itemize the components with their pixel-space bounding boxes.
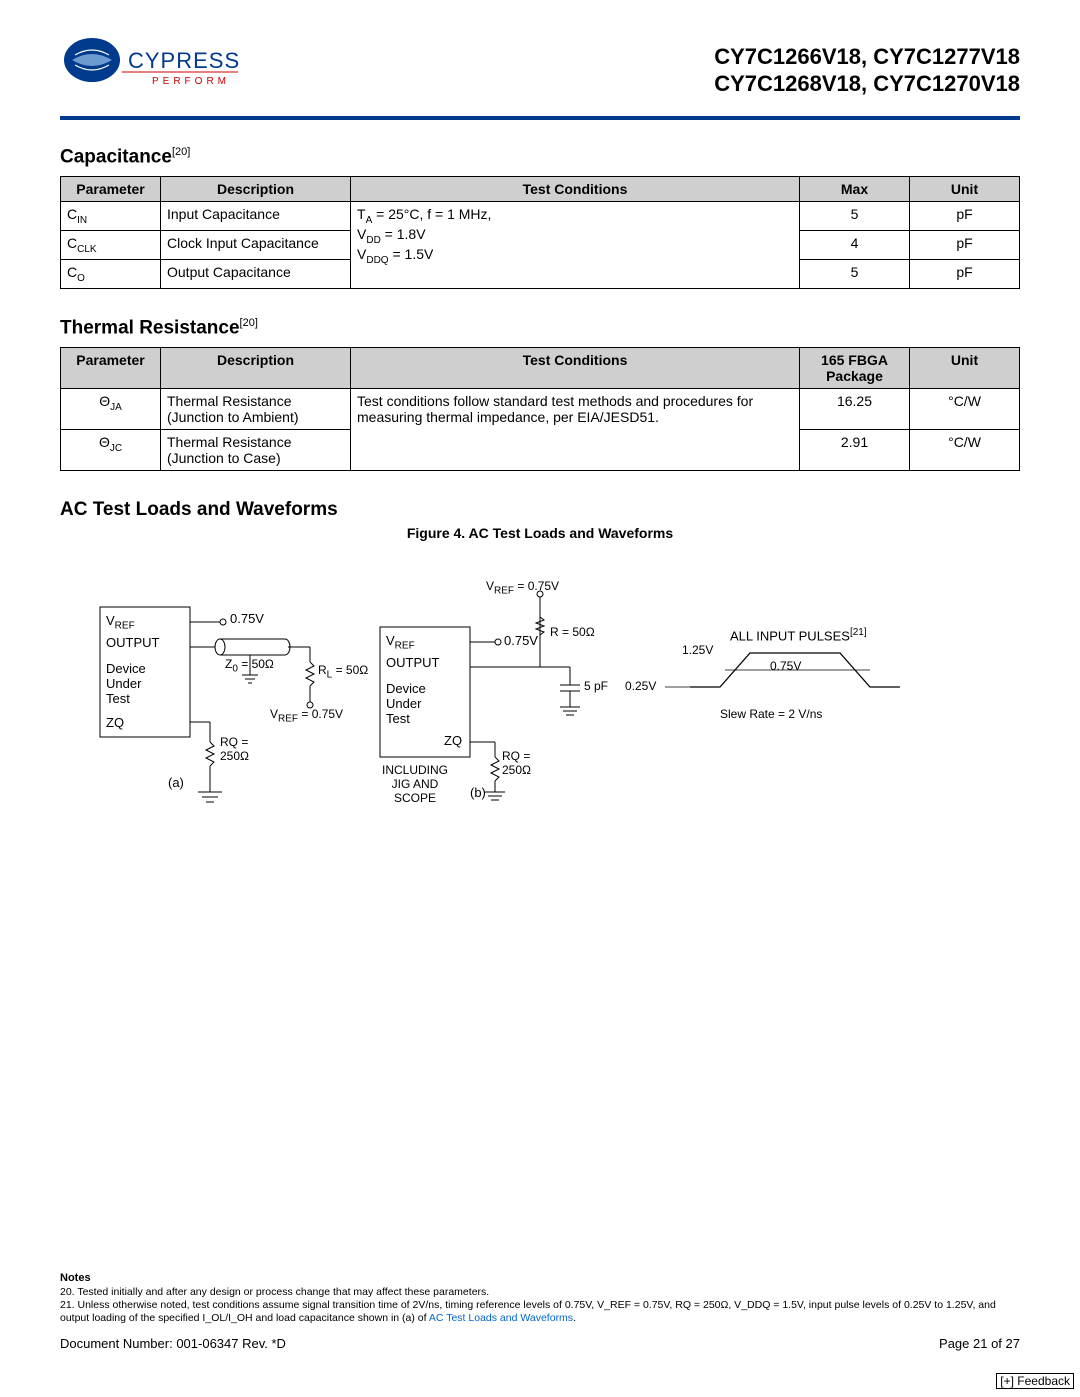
note-20: 20. Tested initially and after any desig… bbox=[60, 1286, 1020, 1299]
capacitance-table: Parameter Description Test Conditions Ma… bbox=[60, 176, 1020, 288]
svg-text:CYPRESS: CYPRESS bbox=[128, 48, 240, 73]
table-row: ΘJA Thermal Resistance (Junction to Ambi… bbox=[61, 389, 1020, 430]
note-21: 21. Unless otherwise noted, test conditi… bbox=[60, 1299, 1020, 1325]
page-header: CYPRESS PERFORM CY7C1266V18, CY7C1277V18… bbox=[60, 30, 1020, 110]
col-cond: Test Conditions bbox=[351, 348, 800, 389]
cypress-logo: CYPRESS PERFORM bbox=[60, 30, 240, 110]
note-link[interactable]: AC Test Loads and Waveforms bbox=[429, 1312, 573, 1324]
capacitance-title: Capacitance[20] bbox=[60, 146, 1020, 168]
page-number: Page 21 of 27 bbox=[939, 1336, 1020, 1351]
feedback-button[interactable]: [+] Feedback bbox=[996, 1373, 1074, 1389]
svg-text:PERFORM: PERFORM bbox=[152, 76, 230, 87]
col-param: Parameter bbox=[61, 348, 161, 389]
col-cond: Test Conditions bbox=[351, 177, 800, 202]
page-footer: Document Number: 001-06347 Rev. *D Page … bbox=[60, 1336, 1020, 1351]
thermal-table: Parameter Description Test Conditions 16… bbox=[60, 347, 1020, 471]
figure-caption: Figure 4. AC Test Loads and Waveforms bbox=[60, 525, 1020, 541]
table-row: CIN Input Capacitance TA = 25°C, f = 1 M… bbox=[61, 202, 1020, 231]
thermal-title: Thermal Resistance[20] bbox=[60, 317, 1020, 339]
notes-heading: Notes bbox=[60, 1272, 1020, 1286]
col-unit: Unit bbox=[910, 177, 1020, 202]
col-pkg: 165 FBGAPackage bbox=[800, 348, 910, 389]
header-rule bbox=[60, 116, 1020, 120]
col-desc: Description bbox=[161, 348, 351, 389]
header-title-2: CY7C1268V18, CY7C1270V18 bbox=[714, 70, 1020, 98]
ac-test-title: AC Test Loads and Waveforms bbox=[60, 499, 1020, 521]
col-unit: Unit bbox=[910, 348, 1020, 389]
doc-number: Document Number: 001-06347 Rev. *D bbox=[60, 1336, 286, 1351]
col-desc: Description bbox=[161, 177, 351, 202]
header-title-1: CY7C1266V18, CY7C1277V18 bbox=[714, 43, 1020, 71]
notes-section: Notes 20. Tested initially and after any… bbox=[60, 1272, 1020, 1325]
col-param: Parameter bbox=[61, 177, 161, 202]
col-max: Max bbox=[800, 177, 910, 202]
circuit-diagram: VREF OUTPUT Device Under Test ZQ 0.75V Z… bbox=[70, 567, 1010, 847]
